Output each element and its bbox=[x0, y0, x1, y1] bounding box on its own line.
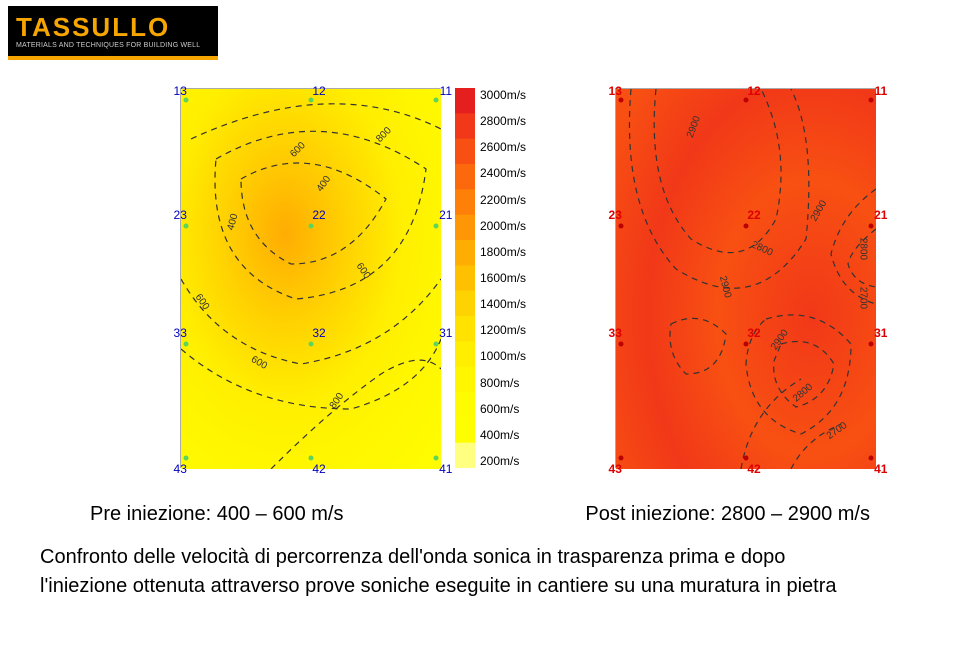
grid-marker bbox=[184, 455, 189, 460]
grid-marker bbox=[868, 341, 873, 346]
legend-tick: 800m/s bbox=[480, 376, 605, 390]
grid-marker-label: 13 bbox=[609, 84, 622, 98]
grid-marker-label: 43 bbox=[174, 462, 187, 476]
grid-marker-label: 11 bbox=[874, 84, 887, 98]
caption-body-line2: l'iniezione ottenuta attraverso prove so… bbox=[40, 572, 920, 601]
grid-marker-label: 33 bbox=[174, 326, 187, 340]
grid-marker bbox=[868, 98, 873, 103]
grid-marker bbox=[619, 98, 624, 103]
velocity-legend: 3000m/s 2800m/s 2600m/s 2400m/s 2200m/s 2000m… bbox=[455, 88, 605, 468]
legend-tick: 2800m/s bbox=[480, 114, 605, 128]
post-injection-contour-map: 1312112322213332314342412900290028002900… bbox=[615, 88, 875, 468]
grid-marker bbox=[433, 341, 438, 346]
legend-colorbar bbox=[455, 88, 475, 468]
grid-marker-label: 13 bbox=[174, 84, 187, 98]
contour-value-label: 2700 bbox=[858, 287, 869, 309]
grid-marker bbox=[433, 455, 438, 460]
grid-marker-label: 42 bbox=[312, 462, 325, 476]
grid-marker-label: 32 bbox=[312, 326, 325, 340]
legend-tick: 400m/s bbox=[480, 428, 605, 442]
grid-marker bbox=[309, 341, 314, 346]
grid-marker bbox=[744, 341, 749, 346]
grid-marker-label: 22 bbox=[747, 208, 760, 222]
grid-marker bbox=[184, 98, 189, 103]
grid-marker-label: 33 bbox=[609, 326, 622, 340]
legend-tick: 1800m/s bbox=[480, 245, 605, 259]
legend-tick: 1400m/s bbox=[480, 297, 605, 311]
grid-marker-label: 32 bbox=[747, 326, 760, 340]
legend-tick: 2000m/s bbox=[480, 219, 605, 233]
grid-marker bbox=[868, 223, 873, 228]
grid-marker-label: 12 bbox=[747, 84, 760, 98]
grid-marker-label: 23 bbox=[174, 208, 187, 222]
grid-marker bbox=[744, 223, 749, 228]
pre-injection-contour-map: 1312112322213332314342414004006008006006… bbox=[180, 88, 440, 468]
grid-marker bbox=[184, 223, 189, 228]
grid-marker-label: 43 bbox=[609, 462, 622, 476]
grid-marker-label: 41 bbox=[874, 462, 887, 476]
legend-tick: 1000m/s bbox=[480, 349, 605, 363]
legend-tick: 1600m/s bbox=[480, 271, 605, 285]
legend-tick: 3000m/s bbox=[480, 88, 605, 102]
pre-caption: Pre iniezione: 400 – 600 m/s bbox=[90, 500, 344, 529]
grid-marker-label: 41 bbox=[439, 462, 452, 476]
grid-marker-label: 21 bbox=[874, 208, 887, 222]
grid-marker bbox=[744, 455, 749, 460]
caption-body-line1: Confronto delle velocità di percorrenza … bbox=[40, 543, 920, 572]
legend-tick: 200m/s bbox=[480, 454, 605, 468]
grid-marker bbox=[619, 223, 624, 228]
contour-value-label: 2800 bbox=[858, 237, 869, 259]
legend-tick: 2400m/s bbox=[480, 166, 605, 180]
grid-marker-label: 42 bbox=[747, 462, 760, 476]
caption-block: Pre iniezione: 400 – 600 m/s Post iniezi… bbox=[40, 500, 920, 601]
logo-subtitle: MATERIALS AND TECHNIQUES FOR BUILDING WE… bbox=[16, 42, 218, 49]
grid-marker bbox=[184, 341, 189, 346]
grid-marker-label: 31 bbox=[874, 326, 887, 340]
grid-marker-label: 21 bbox=[439, 208, 452, 222]
grid-marker bbox=[744, 98, 749, 103]
grid-marker bbox=[619, 341, 624, 346]
grid-marker bbox=[309, 455, 314, 460]
legend-tick: 2200m/s bbox=[480, 193, 605, 207]
grid-marker-label: 23 bbox=[609, 208, 622, 222]
brand-logo: TASSULLO MATERIALS AND TECHNIQUES FOR BU… bbox=[8, 6, 218, 60]
legend-tick: 2600m/s bbox=[480, 140, 605, 154]
grid-marker bbox=[433, 223, 438, 228]
grid-marker bbox=[433, 98, 438, 103]
grid-marker-label: 31 bbox=[439, 326, 452, 340]
grid-marker-label: 11 bbox=[440, 84, 452, 98]
legend-tick: 1200m/s bbox=[480, 323, 605, 337]
legend-tick: 600m/s bbox=[480, 402, 605, 416]
grid-marker bbox=[309, 223, 314, 228]
post-caption: Post iniezione: 2800 – 2900 m/s bbox=[585, 500, 870, 529]
grid-marker-label: 12 bbox=[312, 84, 325, 98]
contour-lines-pre bbox=[181, 89, 441, 469]
logo-title: TASSULLO bbox=[16, 14, 218, 40]
contour-lines-post bbox=[616, 89, 876, 469]
grid-marker-label: 22 bbox=[312, 208, 325, 222]
grid-marker bbox=[619, 455, 624, 460]
legend-labels: 3000m/s 2800m/s 2600m/s 2400m/s 2200m/s 2000m… bbox=[480, 88, 605, 468]
grid-marker bbox=[309, 98, 314, 103]
grid-marker bbox=[868, 455, 873, 460]
